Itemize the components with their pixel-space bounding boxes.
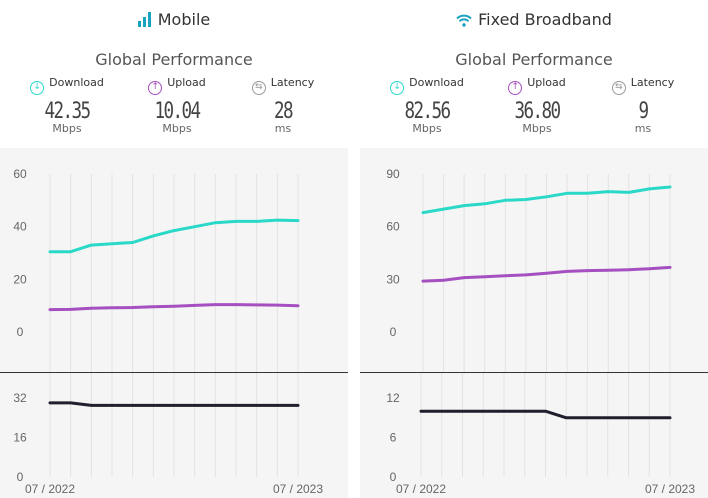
arrow-up-icon: ↑ (148, 81, 163, 95)
metric-unit: ms (634, 122, 652, 135)
download-line (421, 185, 672, 215)
y-tick-label: 0 (390, 470, 397, 484)
latency-line (48, 401, 300, 407)
latency-chart: 12 6 007 / 2022 07 / 2023 (386, 373, 695, 496)
mobile-panel: Mobile Global Performance ↓ Download 42.3… (0, 0, 348, 498)
chart-divider (360, 372, 708, 373)
chart-divider (0, 372, 348, 373)
signal-bars-icon (137, 12, 152, 31)
y-tick-label: 60 (386, 220, 400, 234)
download-metric: ↓ Download 42.35 Mbps (12, 76, 122, 135)
y-tick-label: 6 (390, 431, 397, 445)
metric-label: Download (409, 76, 464, 89)
arrow-down-icon: ↓ (30, 81, 45, 95)
panel-title-text: Mobile (157, 10, 211, 29)
metric-label: Latency (630, 76, 675, 89)
download-metric: ↓ Download 82.56 Mbps (372, 76, 482, 135)
latency-chart: 32 16 007 / 2022 07 / 2023 (13, 373, 323, 496)
y-tick-label: 16 (13, 431, 27, 445)
y-tick-label: 60 (13, 167, 27, 181)
metric-value: 28 (274, 99, 294, 124)
metric-unit: Mbps (162, 122, 192, 135)
y-tick-label: 40 (13, 220, 27, 234)
metric-unit: ms (274, 122, 292, 135)
upload-line (48, 303, 300, 312)
wifi-icon (456, 12, 472, 31)
arrow-down-icon: ↓ (390, 81, 405, 95)
x-tick-label: 07 / 2022 (25, 482, 75, 496)
metric-label: Upload (527, 76, 566, 89)
y-tick-label: 30 (386, 272, 400, 286)
upload-line (421, 265, 672, 283)
metric-unit: Mbps (412, 122, 442, 135)
y-tick-label: 0 (17, 470, 24, 484)
metric-label: Download (49, 76, 104, 89)
panel-subtitle: Global Performance (455, 50, 613, 69)
metric-unit: Mbps (522, 122, 552, 135)
metric-value: 82.56 (404, 99, 452, 124)
y-tick-label: 90 (386, 167, 400, 181)
x-tick-label: 07 / 2023 (645, 482, 695, 496)
arrow-up-icon: ↑ (508, 81, 523, 95)
speed-chart: 90 60 30 0 (386, 167, 672, 372)
y-tick-label: 32 (13, 391, 27, 405)
metric-label: Upload (167, 76, 206, 89)
y-tick-label: 12 (386, 391, 400, 405)
panel-subtitle: Global Performance (95, 50, 253, 69)
panel-title: Mobile (0, 10, 348, 31)
x-tick-label: 07 / 2022 (396, 482, 446, 496)
fixed-broadband-panel: Fixed Broadband Global Performance ↓ Down… (360, 0, 708, 498)
latency-metric: ⇆ Latency 28 ms (228, 76, 338, 135)
upload-metric: ↑ Upload 10.04 Mbps (122, 76, 232, 135)
metric-value: 9 (638, 99, 650, 124)
y-tick-label: 20 (13, 272, 27, 286)
speed-chart: 60 40 20 0 (13, 167, 300, 372)
speed-chart-background (360, 148, 708, 372)
upload-metric: ↑ Upload 36.80 Mbps (482, 76, 592, 135)
metric-value: 36.80 (514, 99, 562, 124)
swap-icon: ⇆ (251, 81, 266, 95)
x-tick-label: 07 / 2023 (273, 482, 323, 496)
metric-label: Latency (270, 76, 315, 89)
y-tick-label: 0 (390, 325, 397, 339)
y-tick-label: 0 (17, 325, 24, 339)
metric-value: 42.35 (44, 99, 92, 124)
metric-value: 10.04 (154, 99, 202, 124)
latency-chart-background (360, 373, 708, 498)
latency-line (419, 409, 672, 420)
download-line (48, 218, 300, 254)
metric-unit: Mbps (52, 122, 82, 135)
latency-metric: ⇆ Latency 9 ms (588, 76, 698, 135)
panel-title: Fixed Broadband (360, 10, 708, 31)
swap-icon: ⇆ (611, 81, 626, 95)
panel-title-text: Fixed Broadband (478, 10, 612, 29)
